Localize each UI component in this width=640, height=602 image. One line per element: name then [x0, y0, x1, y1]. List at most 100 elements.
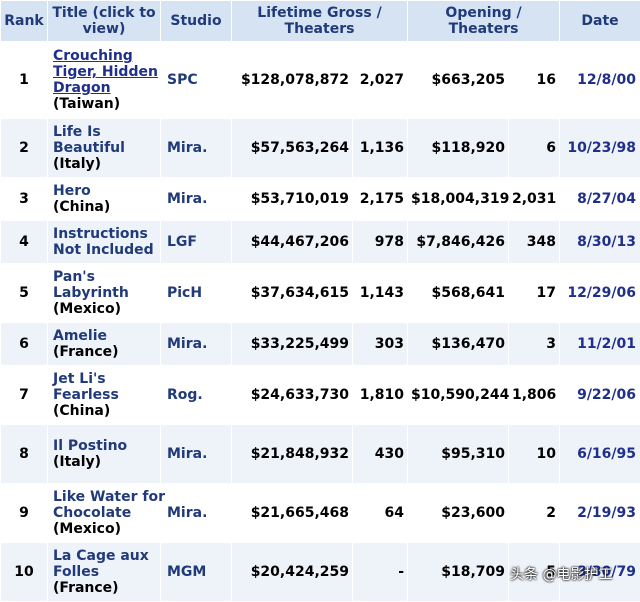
studio-link[interactable]: Mira. — [161, 323, 231, 365]
header-lifetime-gross[interactable]: Lifetime Gross / Theaters — [232, 1, 407, 41]
studio-link[interactable]: Mira. — [161, 119, 231, 177]
movie-title-link[interactable]: Fearless — [53, 387, 119, 403]
opening-theaters: 2 — [509, 484, 560, 542]
header-opening[interactable]: Opening / Theaters — [408, 1, 560, 41]
movie-title-link[interactable]: Like Water for — [53, 489, 165, 505]
opening-gross: $18,004,319 — [408, 178, 509, 220]
release-date-link[interactable]: 10/23/98 — [560, 119, 640, 177]
opening-gross: $568,641 — [408, 264, 508, 322]
title-cell: Il Postino (Italy) — [48, 425, 160, 483]
release-date-link[interactable]: 12/29/06 — [560, 264, 640, 322]
lifetime-gross: $44,467,206 — [232, 221, 352, 263]
release-date-link[interactable]: 8/27/04 — [560, 178, 640, 220]
movie-title-link[interactable]: Jet Li's — [53, 371, 106, 387]
gross-theaters: 2,027 — [353, 42, 407, 118]
movie-title-link[interactable]: Amelie — [53, 328, 108, 344]
opening-gross: $10,590,244 — [408, 366, 509, 424]
table-row: 6 Amelie (France) Mira. $33,225,499 303 $136,4… — [1, 323, 640, 365]
title-cell: Crouching Tiger, Hidden Dragon (Taiwan) — [48, 42, 160, 118]
movie-title-link[interactable]: Not Included — [53, 242, 154, 258]
lifetime-gross: $20,424,259 — [232, 543, 352, 601]
rank-cell: 1 — [1, 42, 47, 118]
release-date-link[interactable]: 3/30/79 — [560, 543, 640, 601]
opening-gross: $118,920 — [408, 119, 508, 177]
movie-title-link[interactable]: Instructions — [53, 226, 148, 242]
movie-title-link[interactable]: Folles — [53, 564, 100, 580]
table-row: 1 Crouching Tiger, Hidden Dragon (Taiwan) SPC… — [1, 42, 640, 118]
opening-gross: $663,205 — [408, 42, 508, 118]
release-date-link[interactable]: 2/19/93 — [560, 484, 640, 542]
header-rank[interactable]: Rank — [1, 1, 47, 41]
movie-title-link[interactable]: Pan's — [53, 269, 95, 285]
opening-theaters: 348 — [509, 221, 560, 263]
studio-link[interactable]: Mira. — [161, 178, 231, 220]
header-date[interactable]: Date — [560, 1, 640, 41]
release-date-link[interactable]: 12/8/00 — [560, 42, 640, 118]
opening-theaters: 5 — [509, 543, 560, 601]
studio-link[interactable]: Mira. — [161, 484, 231, 542]
movie-title-link[interactable]: Chocolate — [53, 505, 132, 521]
movie-title-link[interactable]: La Cage aux — [53, 548, 149, 564]
title-cell: Life Is Beautiful (Italy) — [48, 119, 160, 177]
country-origin: (Mexico) — [53, 521, 121, 537]
studio-link[interactable]: Mira. — [161, 425, 231, 483]
opening-gross: $95,310 — [408, 425, 508, 483]
movie-title-link[interactable]: Hero — [53, 183, 91, 199]
table-row: 5 Pan's Labyrinth (Mexico) PicH $37,634,615 1,… — [1, 264, 640, 322]
country-origin: (Italy) — [53, 156, 102, 172]
movie-title-link[interactable]: Dragon — [53, 80, 111, 96]
header-studio[interactable]: Studio — [161, 1, 231, 41]
lifetime-gross: $21,665,468 — [232, 484, 352, 542]
lifetime-gross: $37,634,615 — [232, 264, 352, 322]
title-cell: Instructions Not Included — [48, 221, 160, 263]
studio-link[interactable]: LGF — [161, 221, 231, 263]
rank-cell: 9 — [1, 484, 47, 542]
release-date-link[interactable]: 9/22/06 — [560, 366, 640, 424]
lifetime-gross: $53,710,019 — [232, 178, 352, 220]
title-cell: Hero (China) — [48, 178, 160, 220]
title-cell: Pan's Labyrinth (Mexico) — [48, 264, 160, 322]
lifetime-gross: $21,848,932 — [232, 425, 352, 483]
gross-theaters: 64 — [353, 484, 407, 542]
release-date-link[interactable]: 8/30/13 — [560, 221, 640, 263]
country-origin: (China) — [53, 403, 111, 419]
rank-cell: 8 — [1, 425, 47, 483]
table-row: 3 Hero (China) Mira. $53,710,019 2,175 $18,004… — [1, 178, 640, 220]
table-row: 4 Instructions Not Included LGF $44,467,206 9… — [1, 221, 640, 263]
movie-title-link[interactable]: Labyrinth — [53, 285, 129, 301]
movie-title-link[interactable]: Tiger, Hidden — [53, 64, 158, 80]
studio-link[interactable]: SPC — [161, 42, 231, 118]
opening-theaters: 2,031 — [509, 178, 560, 220]
release-date-link[interactable]: 11/2/01 — [560, 323, 640, 365]
rank-cell: 10 — [1, 543, 47, 601]
country-origin: (China) — [53, 199, 111, 215]
movie-title-link[interactable]: Crouching — [53, 48, 133, 64]
country-origin: (Mexico) — [53, 301, 121, 317]
lifetime-gross: $128,078,872 — [232, 42, 352, 118]
rank-cell: 4 — [1, 221, 47, 263]
movie-title-link[interactable]: Il Postino — [53, 438, 128, 454]
studio-link[interactable]: MGM — [161, 543, 231, 601]
country-origin: (France) — [53, 580, 119, 596]
opening-gross: $136,470 — [408, 323, 508, 365]
header-title[interactable]: Title (click to view) — [48, 1, 160, 41]
gross-theaters: - — [353, 543, 407, 601]
table-body: 1 Crouching Tiger, Hidden Dragon (Taiwan) SPC… — [1, 42, 640, 601]
movie-title-link[interactable]: Life Is — [53, 124, 101, 140]
table-row: 10 La Cage aux Folles (France) MGM $20,424,25… — [1, 543, 640, 601]
opening-theaters: 10 — [509, 425, 560, 483]
table-row: 8 Il Postino (Italy) Mira. $21,848,932 430 $95… — [1, 425, 640, 483]
gross-theaters: 1,136 — [353, 119, 407, 177]
rank-cell: 6 — [1, 323, 47, 365]
studio-link[interactable]: PicH — [161, 264, 231, 322]
rank-cell: 2 — [1, 119, 47, 177]
lifetime-gross: $24,633,730 — [232, 366, 352, 424]
gross-theaters: 2,175 — [353, 178, 407, 220]
opening-gross: $18,709 — [408, 543, 508, 601]
release-date-link[interactable]: 6/16/95 — [560, 425, 640, 483]
gross-theaters: 1,810 — [353, 366, 407, 424]
studio-link[interactable]: Rog. — [161, 366, 231, 424]
title-cell: Jet Li's Fearless (China) — [48, 366, 160, 424]
title-cell: La Cage aux Folles (France) — [48, 543, 160, 601]
movie-title-link[interactable]: Beautiful — [53, 140, 125, 156]
